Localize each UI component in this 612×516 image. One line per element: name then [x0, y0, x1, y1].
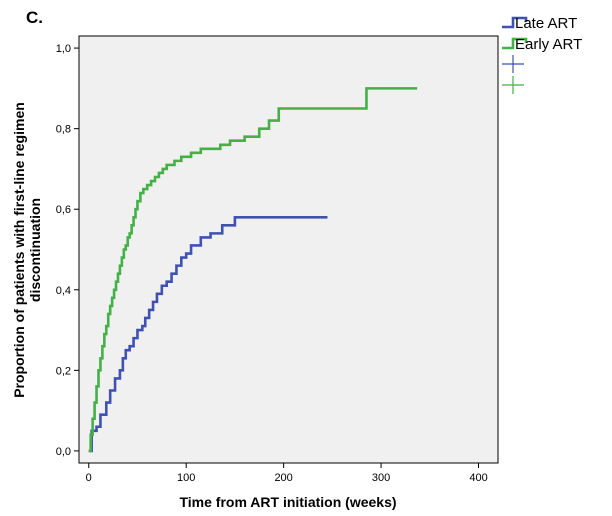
y-tick-label: 0,0: [56, 446, 71, 458]
legend-label: Late ART: [515, 15, 577, 32]
y-tick-label: 0,8: [56, 124, 71, 136]
y-axis-title-line-1: Proportion of patients with first-line r…: [11, 102, 27, 398]
legend-step-symbol: [502, 37, 528, 50]
x-tick-label: 200: [274, 472, 292, 484]
legend-step-symbol: [502, 16, 528, 29]
plot-background: [78, 35, 499, 464]
y-tick-label: 1,0: [56, 43, 71, 55]
series-line-early-art: [88, 87, 418, 453]
y-axis-title-line-2: discontinuation: [27, 198, 43, 302]
y-tick-label: 0,6: [56, 204, 71, 216]
y-tick-label: 0,2: [56, 365, 71, 377]
x-tick-label: 100: [177, 472, 195, 484]
x-tick-label: 0: [86, 472, 92, 484]
series-line-late-art: [88, 215, 328, 453]
legend-label: Early ART: [515, 36, 582, 53]
x-tick-label: 300: [372, 472, 390, 484]
legend: Late ART Early ART: [502, 15, 582, 94]
y-tick-label: 0,4: [56, 285, 71, 297]
x-axis-title: Time from ART initiation (weeks): [179, 494, 396, 510]
panel-label: C.: [26, 8, 43, 27]
series-layer: [88, 87, 418, 453]
x-tick-label: 400: [469, 472, 487, 484]
axis-ticks: 0 100 200 300 400 0,0 0,2 0,4 0,6 0,8 1,0: [56, 43, 488, 484]
